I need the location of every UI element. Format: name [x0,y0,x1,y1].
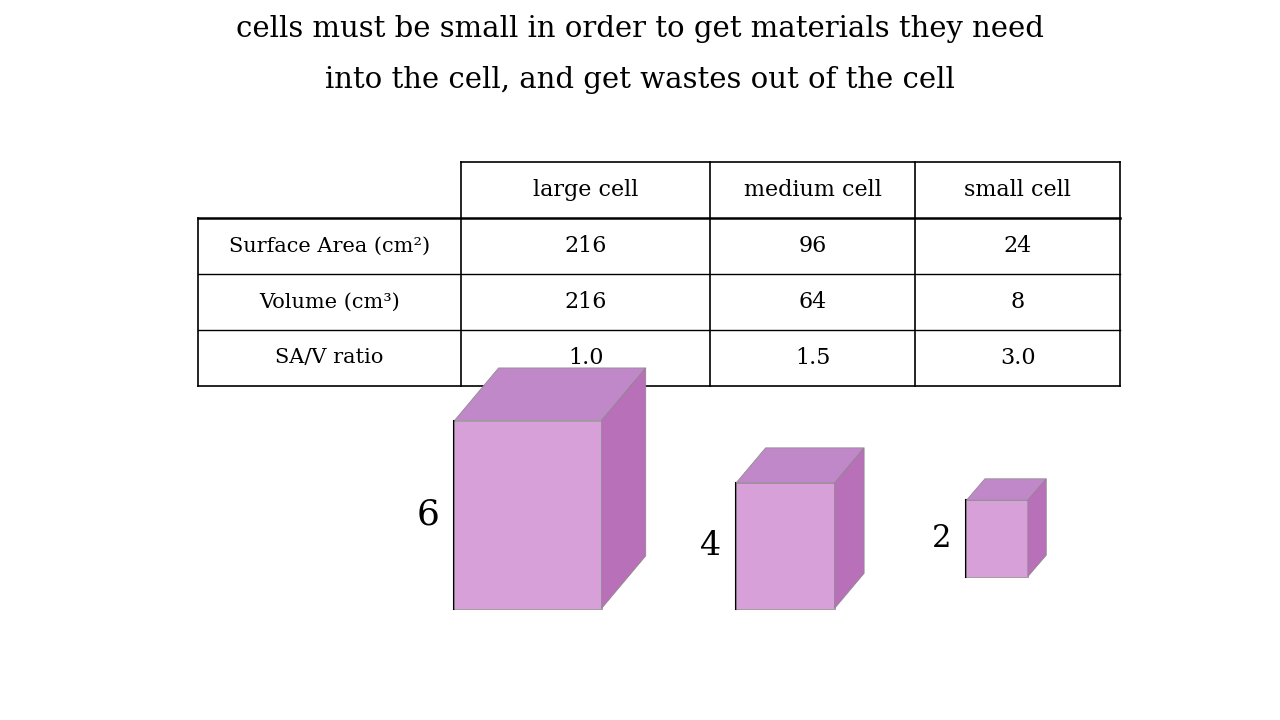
Text: 216: 216 [564,235,607,257]
Text: Volume (cm³): Volume (cm³) [260,292,399,311]
Text: 2: 2 [932,523,951,554]
Polygon shape [835,448,864,608]
Text: 1.5: 1.5 [795,346,831,369]
Polygon shape [1028,479,1046,577]
Polygon shape [602,368,646,608]
Text: medium cell: medium cell [744,179,882,202]
Text: SA/V ratio: SA/V ratio [275,348,384,367]
Text: cells must be small in order to get materials they need: cells must be small in order to get mate… [236,14,1044,42]
Text: 4: 4 [699,530,721,562]
Text: 216: 216 [564,291,607,313]
Polygon shape [454,368,646,420]
Text: 3.0: 3.0 [1000,346,1036,369]
Text: into the cell, and get wastes out of the cell: into the cell, and get wastes out of the… [325,66,955,94]
Text: 24: 24 [1004,235,1032,257]
Text: 96: 96 [799,235,827,257]
Polygon shape [454,420,602,608]
Text: 6: 6 [416,498,439,531]
Text: large cell: large cell [532,179,639,202]
Text: Surface Area (cm²): Surface Area (cm²) [229,237,430,256]
Text: small cell: small cell [964,179,1071,202]
Polygon shape [736,483,835,608]
Polygon shape [966,500,1028,577]
Text: 8: 8 [1010,291,1025,313]
Text: 1.0: 1.0 [568,346,603,369]
Text: cell  size: cell size [539,656,741,701]
Polygon shape [736,448,864,483]
Text: 64: 64 [799,291,827,313]
Polygon shape [966,479,1046,500]
